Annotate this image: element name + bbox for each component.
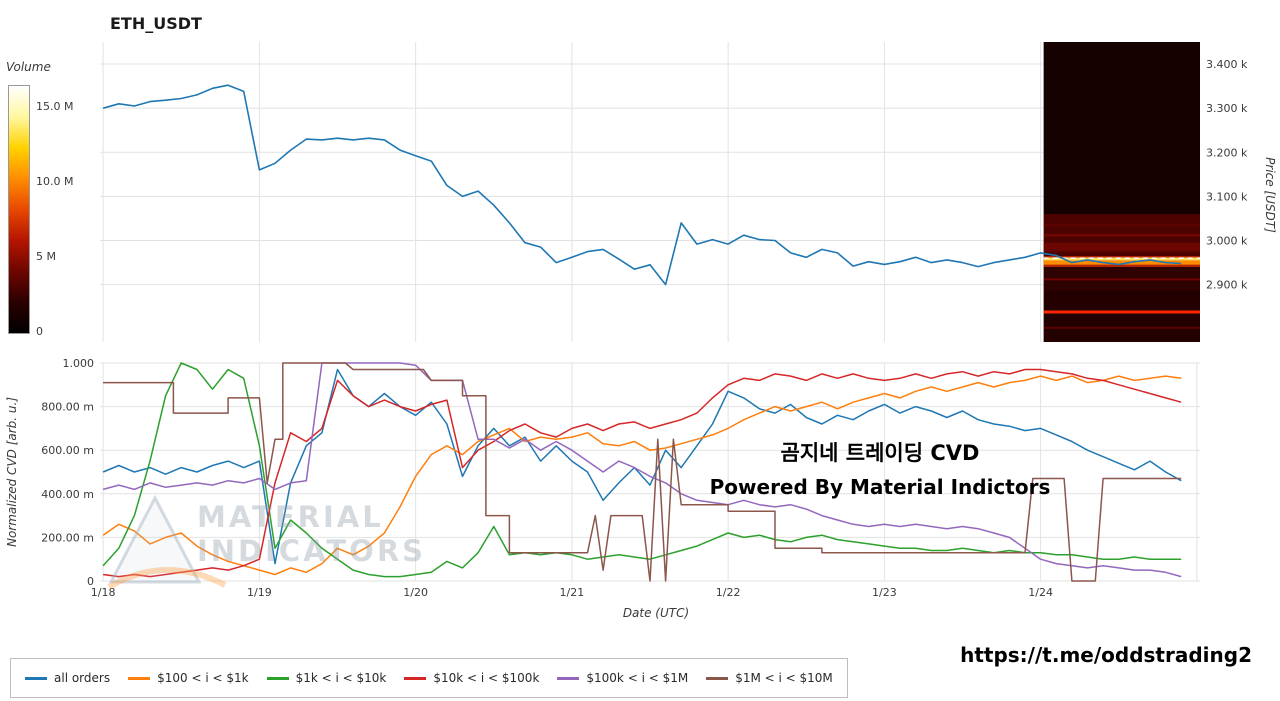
date-tick-label: 1/23 [872,586,897,599]
cvd-axis-label: Normalized CVD [arb. u.] [5,397,19,547]
legend-label: all orders [54,671,110,685]
chart-page: ETH_USDT Volume 15.0 M10.0 M5 M0 3.400 k… [0,0,1280,701]
legend-label: $10k < i < $100k [433,671,539,685]
price-tick-label: 3.200 k [1206,146,1248,159]
date-tick-label: 1/18 [91,586,116,599]
overlay-line2: Powered By Material Indictors [620,470,1140,504]
legend-item: $1M < i < $10M [706,671,833,685]
legend-item: all orders [25,671,110,685]
legend-line-icon [267,677,289,680]
legend-label: $100k < i < $1M [586,671,688,685]
overlay-line1: 곰지네 트레이딩 CVD [620,436,1140,470]
cvd-tick-label: 200.00 m [41,531,94,544]
legend: all orders $100 < i < $1k $1k < i < $10k $1… [10,658,848,698]
cvd-tick-label: 800.00 m [41,401,94,414]
legend-item: $10k < i < $100k [404,671,539,685]
legend-line-icon [25,677,47,680]
price-line [103,85,1181,284]
cvd-tick-label: 600.00 m [41,444,94,457]
legend-line-icon [404,677,426,680]
legend-label: $1k < i < $10k [296,671,387,685]
date-tick-label: 1/20 [403,586,428,599]
price-tick-label: 3.400 k [1206,58,1248,71]
overlay-caption: 곰지네 트레이딩 CVD Powered By Material Indicto… [620,436,1140,504]
legend-label: $100 < i < $1k [157,671,248,685]
cvd-tick-label: 1.000 [63,357,95,370]
price-axis-label: Price [USDT] [1263,157,1277,233]
legend-line-icon [128,677,150,680]
date-tick-label: 1/21 [560,586,585,599]
date-tick-label: 1/24 [1028,586,1053,599]
price-chart: 3.400 k 3.300 k 3.200 k 3.100 k 3.000 k 2.900… [0,0,1280,349]
telegram-url: https://t.me/oddstrading2 [960,643,1252,667]
liquidity-heatmap [1044,42,1200,342]
legend-line-icon [706,677,728,680]
date-tick-label: 1/22 [716,586,741,599]
price-tick-label: 3.100 k [1206,190,1248,203]
legend-line-icon [557,677,579,680]
date-axis-label: Date (UTC) [623,606,689,620]
price-tick-label: 2.900 k [1206,279,1248,292]
cvd-tick-label: 400.00 m [41,488,94,501]
date-tick-label: 1/19 [247,586,272,599]
legend-item: $100 < i < $1k [128,671,248,685]
price-tick-label: 3.000 k [1206,235,1248,248]
price-gridlines [100,42,1200,342]
price-tick-label: 3.300 k [1206,102,1248,115]
legend-item: $100k < i < $1M [557,671,688,685]
legend-item: $1k < i < $10k [267,671,387,685]
legend-label: $1M < i < $10M [735,671,833,685]
